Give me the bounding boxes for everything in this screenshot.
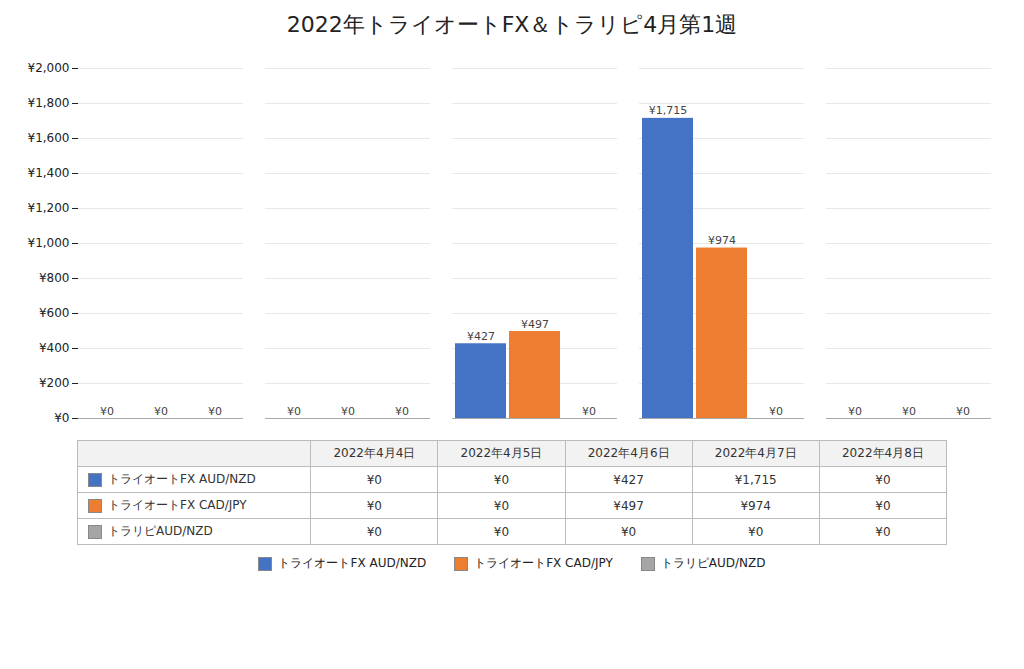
svg-text:¥0: ¥0 [956, 405, 970, 418]
svg-text:¥0: ¥0 [208, 405, 222, 418]
svg-text:¥1,000: ¥1,000 [28, 236, 70, 250]
svg-text:¥2,000: ¥2,000 [28, 61, 70, 75]
svg-text:¥0: ¥0 [848, 405, 862, 418]
svg-text:¥0: ¥0 [54, 411, 69, 425]
html-text:トラリピAUD/NZD: トラリピAUD/NZD [660, 556, 766, 570]
html-text:¥0: ¥0 [748, 524, 764, 539]
svg-text:¥1,715: ¥1,715 [649, 104, 688, 117]
svg-text:¥1,600: ¥1,600 [28, 131, 70, 145]
html-text:2022年4月7日: 2022年4月7日 [714, 446, 797, 460]
html-text:2022年4月8日: 2022年4月8日 [842, 446, 924, 460]
html-text:トライオートFX AUD/NZD: トライオートFX AUD/NZD [108, 472, 256, 486]
html-text:¥0: ¥0 [875, 524, 891, 539]
svg-text:¥400: ¥400 [39, 341, 70, 355]
svg-text:¥800: ¥800 [39, 271, 70, 285]
svg-text:¥1,200: ¥1,200 [28, 201, 70, 215]
svg-text:¥0: ¥0 [769, 405, 783, 418]
svg-text:¥600: ¥600 [39, 306, 70, 320]
svg-text:¥0: ¥0 [154, 405, 168, 418]
html-text:トライオートFX CAD/JPY: トライオートFX CAD/JPY [108, 498, 247, 512]
html-text:¥0: ¥0 [493, 472, 510, 487]
html-text:2022年4月5日: 2022年4月5日 [460, 446, 543, 460]
svg-text:¥0: ¥0 [902, 405, 916, 418]
html-text:¥497: ¥497 [613, 498, 644, 513]
html-text:トライオートFX AUD/NZD: トライオートFX AUD/NZD [278, 556, 427, 570]
html-text:¥427: ¥427 [613, 472, 644, 487]
html-text:トラリピAUD/NZD: トラリピAUD/NZD [108, 524, 213, 538]
html-text:2022年4月4日: 2022年4月4日 [333, 446, 416, 460]
html-text:¥0: ¥0 [366, 524, 382, 539]
svg-text:¥0: ¥0 [395, 405, 409, 418]
html-text:¥0: ¥0 [621, 524, 637, 539]
svg-text:¥0: ¥0 [100, 405, 114, 418]
html-text:2022年4月6日: 2022年4月6日 [587, 446, 670, 460]
html-text:¥0: ¥0 [493, 498, 510, 513]
svg-text:¥0: ¥0 [582, 405, 596, 418]
svg-text:¥427: ¥427 [467, 330, 495, 343]
html-text:¥0: ¥0 [366, 472, 382, 487]
html-text:¥0: ¥0 [493, 524, 510, 539]
svg-text:¥497: ¥497 [521, 318, 549, 331]
svg-text:¥1,800: ¥1,800 [28, 96, 70, 110]
svg-text:¥0: ¥0 [341, 405, 355, 418]
html-text:トライオートFX CAD/JPY: トライオートFX CAD/JPY [474, 556, 613, 570]
html-text:¥974: ¥974 [740, 498, 771, 513]
html-text:¥0: ¥0 [875, 498, 891, 513]
svg-text:¥1,400: ¥1,400 [28, 166, 70, 180]
svg-text:¥974: ¥974 [708, 234, 736, 247]
html-text:¥0: ¥0 [366, 498, 382, 513]
html-text:2022年トライオートFX＆トラリピ4月第1週: 2022年トライオートFX＆トラリピ4月第1週 [286, 12, 738, 37]
svg-text:¥0: ¥0 [287, 405, 301, 418]
html-text:¥1,715: ¥1,715 [734, 472, 777, 487]
svg-text:¥200: ¥200 [39, 376, 70, 390]
html-text:¥0: ¥0 [875, 472, 891, 487]
